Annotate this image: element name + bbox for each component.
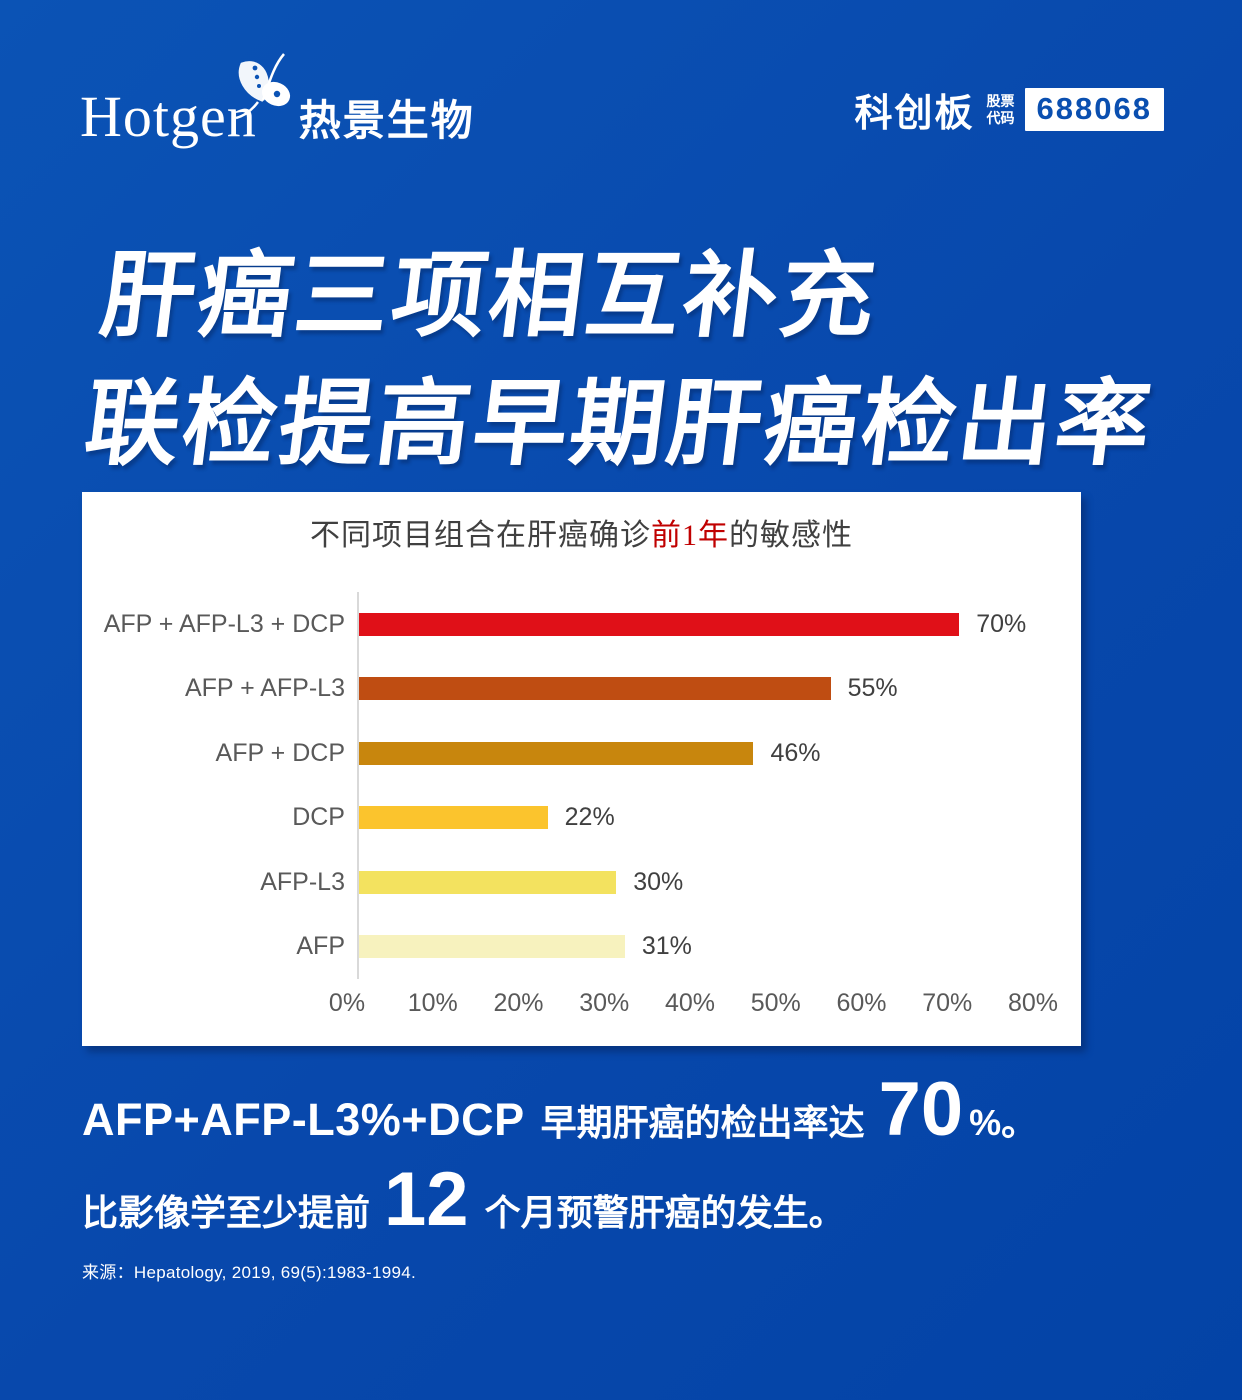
summary-line2: 比影像学至少提前 12 个月预警肝癌的发生。: [82, 1162, 1037, 1238]
category-label: AFP-L3: [260, 867, 345, 896]
chart-panel: 不同项目组合在肝癌确诊前1年的敏感性 AFP + AFP-L3 + DCP 70%…: [82, 492, 1081, 1046]
bar: [359, 612, 960, 636]
category-label: AFP + AFP-L3: [184, 674, 345, 703]
category-label: AFP + DCP: [215, 738, 345, 767]
summary-line1: AFP+AFP-L3%+DCP 早期肝癌的检出率达 70 %。: [82, 1072, 1037, 1148]
bar: [359, 741, 754, 765]
category-label: AFP: [296, 932, 345, 961]
value-label: 55%: [847, 674, 898, 703]
main-headline: 肝癌三项相互补充 联检提高早期肝癌检出率: [78, 232, 1176, 488]
logo-wordmark: Hotgen: [80, 84, 257, 149]
header: Hotgen 热景生物 科创板 股票: [0, 0, 1242, 170]
chart-title-suffix: 的敏感性: [729, 519, 853, 552]
butterfly-icon: [228, 48, 300, 122]
summary-detection-rate: 70: [878, 1067, 964, 1152]
x-axis-ticks: 0% 10% 20% 30% 40% 50% 60% 70% 80%: [329, 989, 1058, 1023]
x-tick-label: 20%: [493, 989, 544, 1017]
bar-track: 46%: [357, 721, 1045, 786]
chart-row: AFP + DCP 46%: [82, 721, 1081, 786]
bar: [359, 677, 831, 701]
stock-code-label: 股票 代码: [986, 92, 1015, 126]
brand-logo: Hotgen 热景生物: [80, 53, 475, 149]
x-tick-label: 40%: [664, 989, 716, 1017]
value-label: 22%: [564, 803, 615, 832]
summary-line2-pre: 比影像学至少提前: [82, 1192, 371, 1233]
value-label: 31%: [641, 932, 692, 961]
category-label: AFP + AFP-L3 + DCP: [103, 609, 345, 638]
summary-months-ahead: 12: [384, 1157, 469, 1242]
summary-text: AFP+AFP-L3%+DCP 早期肝癌的检出率达 70 %。 比影像学至少提前…: [82, 1072, 1037, 1238]
bar: [359, 870, 617, 894]
bar-track: 70%: [357, 592, 1045, 657]
x-tick-label: 80%: [1007, 989, 1059, 1017]
x-tick-label: 10%: [407, 989, 458, 1017]
chart-title-prefix: 不同项目组合在肝癌确诊: [310, 519, 651, 552]
stock-info: 科创板 股票 代码 688068: [855, 82, 1164, 137]
headline-line2: 联检提高早期肝癌检出率: [79, 371, 1160, 476]
value-label: 30%: [633, 867, 684, 896]
footnote-text: Hepatology, 2019, 69(5):1983-1994.: [133, 1263, 416, 1282]
chart-row: AFP 31%: [82, 914, 1081, 979]
stock-board-label: 科创板: [854, 93, 975, 135]
x-tick-label: 70%: [922, 989, 973, 1017]
category-label: DCP: [292, 803, 345, 832]
value-label: 70%: [976, 609, 1027, 638]
bar: [359, 935, 625, 959]
summary-line1-tail: %。: [969, 1102, 1038, 1143]
source-footnote: 来源：Hepatology, 2019, 69(5):1983-1994.: [82, 1258, 416, 1283]
chart-row: AFP + AFP-L3 + DCP 70%: [82, 592, 1081, 657]
logo-chinese-name: 热景生物: [298, 97, 475, 144]
chart-row: AFP-L3 30%: [82, 850, 1081, 915]
chart-title: 不同项目组合在肝癌确诊前1年的敏感性: [82, 510, 1081, 554]
value-label: 46%: [770, 738, 821, 767]
footnote-label: 来源：: [82, 1263, 134, 1282]
bar: [359, 806, 548, 830]
bar-track: 31%: [357, 914, 1045, 979]
chart-row: DCP 22%: [82, 785, 1081, 850]
summary-combo-label: AFP+AFP-L3%+DCP: [82, 1094, 525, 1145]
summary-line2-post: 个月预警肝癌的发生。: [484, 1192, 845, 1233]
bar-track: 30%: [357, 850, 1045, 915]
x-tick-label: 30%: [579, 989, 630, 1017]
x-tick-label: 60%: [836, 989, 887, 1017]
bar-track: 55%: [357, 656, 1045, 721]
chart-title-highlight: 前1年: [651, 519, 729, 552]
bar-track: 22%: [357, 785, 1045, 850]
x-tick-label: 50%: [750, 989, 801, 1017]
x-tick-label: 0%: [328, 989, 366, 1017]
headline-line1: 肝癌三项相互补充: [95, 243, 885, 348]
chart-row: AFP + AFP-L3 55%: [82, 656, 1081, 721]
summary-line1-text: 早期肝癌的检出率达: [540, 1102, 865, 1143]
stock-code-badge: 688068: [1024, 88, 1164, 131]
chart-rows: AFP + AFP-L3 + DCP 70% AFP + AFP-L3 55% AFP …: [82, 592, 1081, 979]
